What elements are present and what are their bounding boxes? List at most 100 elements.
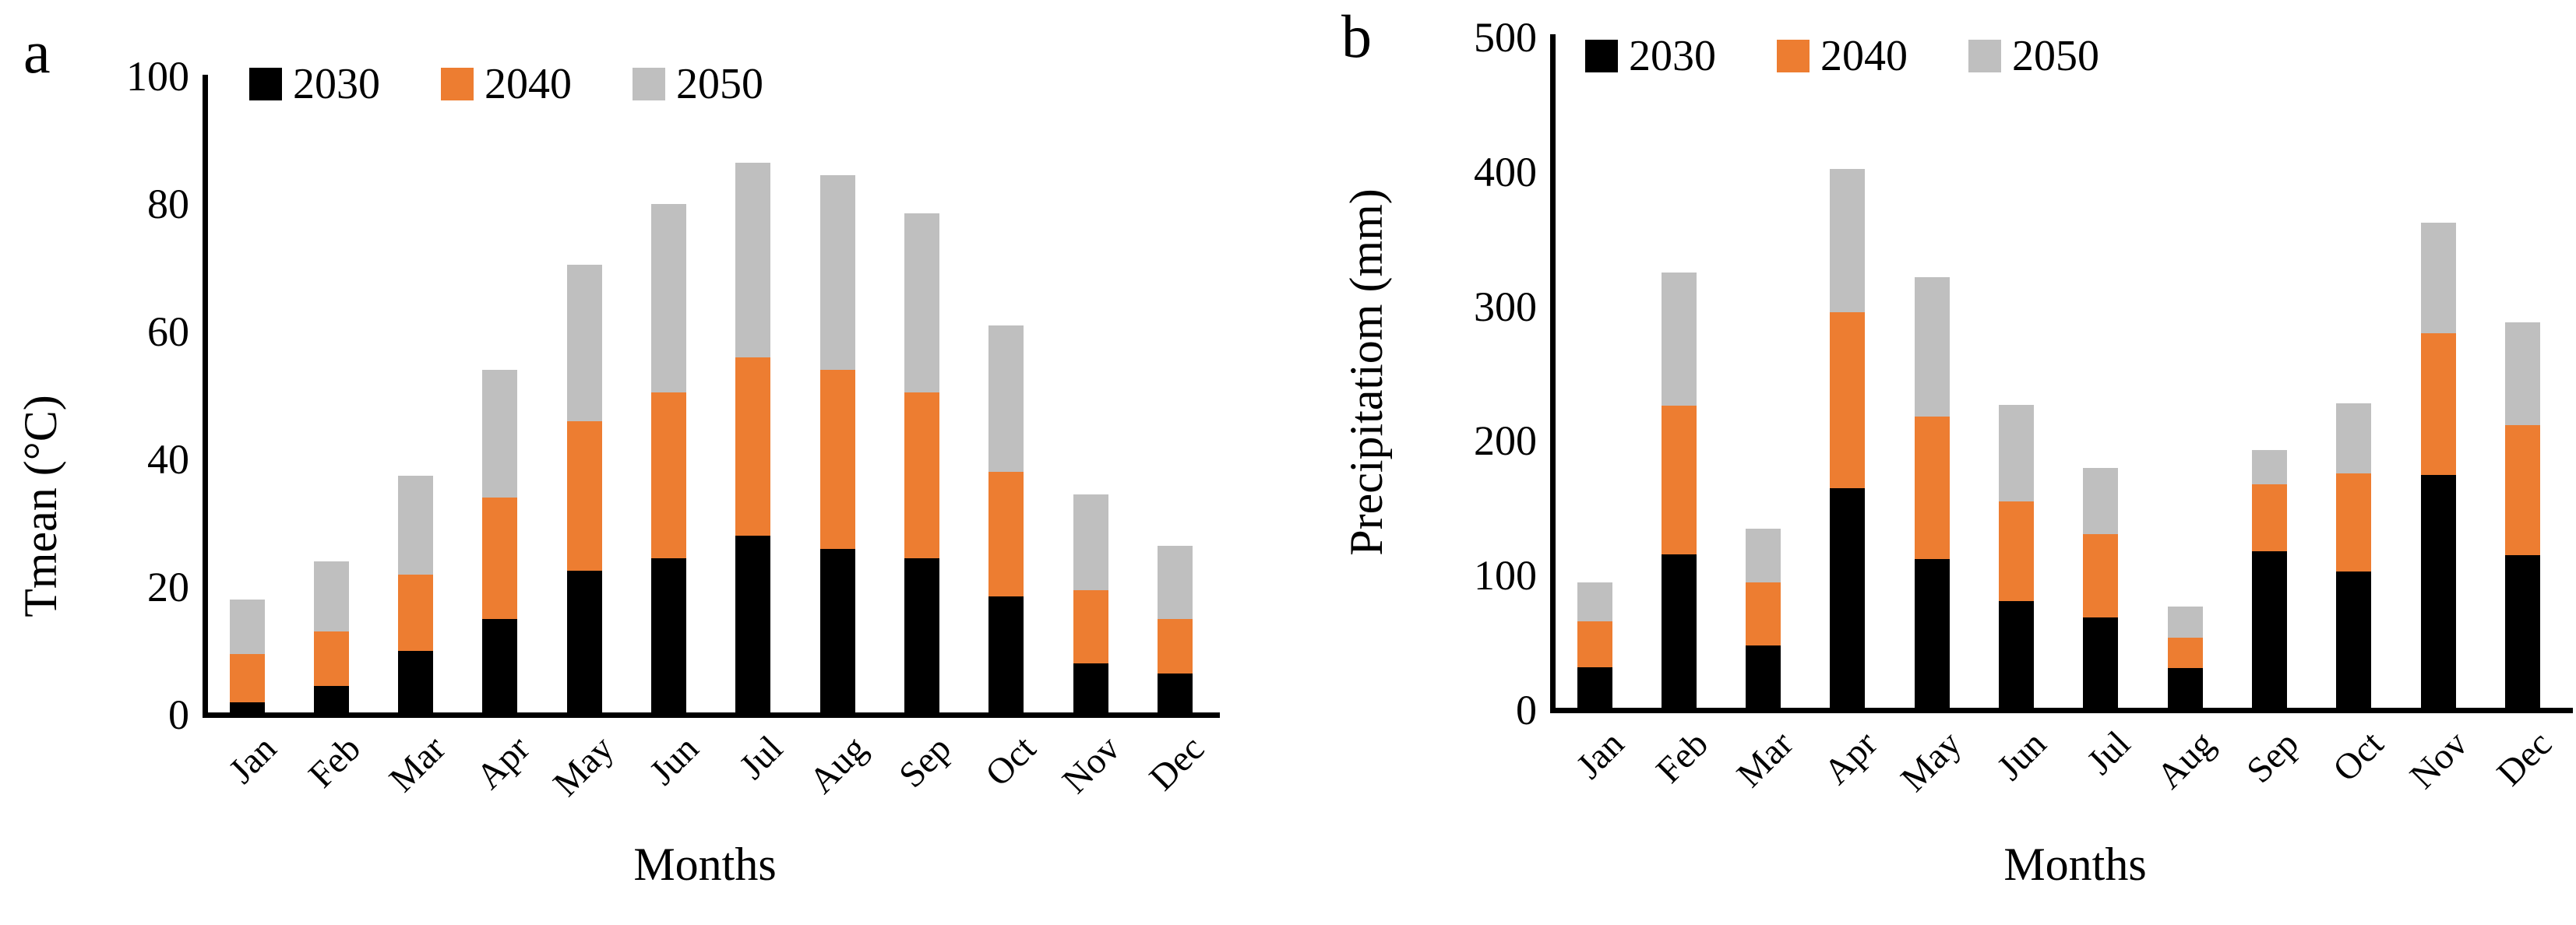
legend-swatch-2040 bbox=[441, 68, 474, 100]
legend-swatch-2030 bbox=[249, 68, 282, 100]
y-tick-label: 20 bbox=[147, 564, 189, 610]
bar-segment-2030-feb bbox=[313, 686, 349, 715]
bar-stack-oct bbox=[988, 325, 1024, 715]
bar-segment-2030-may bbox=[1914, 559, 1950, 710]
bar-stack-may bbox=[566, 264, 602, 715]
bar-segment-2040-oct bbox=[988, 472, 1024, 597]
panel-letter-a: a bbox=[23, 18, 51, 86]
bar-segment-2030-may bbox=[566, 571, 602, 715]
bar-stack-jun bbox=[651, 204, 686, 715]
bar-segment-2040-dec bbox=[1157, 618, 1193, 674]
bar-segment-2030-aug bbox=[2167, 668, 2203, 710]
bar-segment-2050-nov bbox=[2420, 223, 2456, 334]
bar-segment-2050-mar bbox=[398, 475, 434, 575]
bar-segment-2050-nov bbox=[1073, 494, 1108, 591]
legend-label-2040: 2040 bbox=[485, 60, 572, 108]
y-tick-label: 0 bbox=[1516, 687, 1537, 733]
chart-panel-a: a Tmean (°C) Months 0 20 40 60 80 100 Jan Feb Ma… bbox=[15, 18, 1220, 888]
legend-swatch-2050 bbox=[1968, 40, 2001, 72]
bar-stack-nov bbox=[2420, 223, 2456, 710]
bar-segment-2040-may bbox=[566, 420, 602, 572]
y-axis-line bbox=[202, 75, 208, 718]
bar-segment-2030-jan bbox=[1577, 666, 1612, 710]
bar-segment-2030-dec bbox=[2504, 555, 2540, 710]
bar-segment-2030-oct bbox=[988, 596, 1024, 715]
bar-segment-2050-jan bbox=[229, 600, 265, 655]
bar-segment-2040-apr bbox=[482, 498, 518, 619]
bar-segment-2030-sep bbox=[904, 558, 939, 715]
bar-segment-2040-apr bbox=[1830, 311, 1866, 488]
bar-segment-2030-mar bbox=[1746, 645, 1781, 710]
bar-stack-aug bbox=[819, 175, 855, 715]
bar-segment-2040-may bbox=[1914, 417, 1950, 560]
bar-segment-2050-apr bbox=[482, 370, 518, 498]
legend-label-2050: 2050 bbox=[2012, 32, 2099, 80]
bar-segment-2050-feb bbox=[313, 561, 349, 632]
bar-segment-2040-jul bbox=[735, 357, 771, 536]
y-axis-title-tmean: Tmean (°C) bbox=[15, 395, 66, 617]
y-tick-label: 500 bbox=[1474, 14, 1537, 61]
legend-label-2030: 2030 bbox=[1629, 32, 1716, 80]
x-axis-title-months-b: Months bbox=[2003, 839, 2147, 890]
bar-segment-2030-jan bbox=[229, 702, 265, 715]
bar-segment-2040-sep bbox=[2251, 484, 2287, 552]
bar-segment-2030-aug bbox=[819, 548, 855, 715]
bar-segment-2030-apr bbox=[482, 618, 518, 715]
bar-stack-jun bbox=[1999, 404, 2034, 710]
legend-label-2030: 2030 bbox=[293, 60, 380, 108]
bar-segment-2040-mar bbox=[398, 574, 434, 651]
x-axis-line bbox=[1549, 707, 2573, 713]
bar-stack-apr bbox=[1830, 169, 1866, 710]
bar-segment-2050-mar bbox=[1746, 528, 1781, 582]
legend: 2030 2040 2050 bbox=[249, 62, 763, 106]
bar-segment-2040-feb bbox=[1661, 406, 1697, 554]
y-tick-label: 200 bbox=[1474, 417, 1537, 465]
legend-item-2030: 2030 bbox=[249, 62, 380, 106]
bar-segment-2050-may bbox=[1914, 276, 1950, 417]
bar-stack-may bbox=[1914, 276, 1950, 710]
bar-segment-2040-oct bbox=[2336, 473, 2372, 572]
y-tick-label: 60 bbox=[147, 308, 189, 355]
bar-segment-2040-jun bbox=[651, 392, 686, 559]
bar-segment-2030-apr bbox=[1830, 487, 1866, 710]
bar-segment-2030-nov bbox=[2420, 474, 2456, 710]
bar-segment-2050-dec bbox=[2504, 322, 2540, 425]
y-tick-label: 400 bbox=[1474, 148, 1537, 195]
bar-segment-2030-dec bbox=[1157, 673, 1193, 715]
bar-segment-2030-nov bbox=[1073, 663, 1108, 715]
bar-segment-2040-mar bbox=[1746, 582, 1781, 646]
panel-letter-b: b bbox=[1341, 2, 1372, 70]
bar-segment-2030-mar bbox=[398, 650, 434, 715]
bar-segment-2050-jun bbox=[1999, 404, 2034, 502]
legend-label-2050: 2050 bbox=[676, 60, 763, 108]
bar-stack-mar bbox=[398, 475, 434, 716]
bar-segment-2050-jan bbox=[1577, 582, 1612, 621]
legend-swatch-2040 bbox=[1777, 40, 1810, 72]
y-axis-title-precipitation: Precipitatiom (mm) bbox=[1341, 188, 1392, 556]
bar-segment-2040-feb bbox=[313, 631, 349, 687]
bar-segment-2040-sep bbox=[904, 392, 939, 559]
bar-segment-2050-oct bbox=[2336, 403, 2372, 473]
bar-segment-2040-nov bbox=[1073, 590, 1108, 664]
bar-segment-2040-jun bbox=[1999, 501, 2034, 601]
legend-item-2030: 2030 bbox=[1585, 34, 1716, 78]
bar-stack-sep bbox=[904, 213, 939, 715]
legend-swatch-2050 bbox=[633, 68, 665, 100]
bar-segment-2050-oct bbox=[988, 325, 1024, 473]
bar-stack-dec bbox=[1157, 545, 1193, 715]
legend-item-2040: 2040 bbox=[1777, 34, 1908, 78]
x-axis-line bbox=[202, 712, 1220, 718]
bar-segment-2050-apr bbox=[1830, 169, 1866, 312]
bar-segment-2030-sep bbox=[2251, 551, 2287, 710]
bar-stack-mar bbox=[1746, 528, 1781, 710]
y-tick-label: 0 bbox=[168, 691, 189, 738]
bar-segment-2050-jul bbox=[735, 162, 771, 357]
y-tick-label: 80 bbox=[147, 181, 189, 227]
chart-panel-b: b Precipitatiom (mm) Months 0 100 200 300 40… bbox=[1288, 0, 2576, 925]
bar-stack-jan bbox=[229, 600, 265, 715]
bar-stack-feb bbox=[1661, 273, 1697, 710]
legend-item-2050: 2050 bbox=[633, 62, 763, 106]
bar-segment-2050-sep bbox=[2251, 450, 2287, 484]
bar-stack-jul bbox=[735, 162, 771, 715]
